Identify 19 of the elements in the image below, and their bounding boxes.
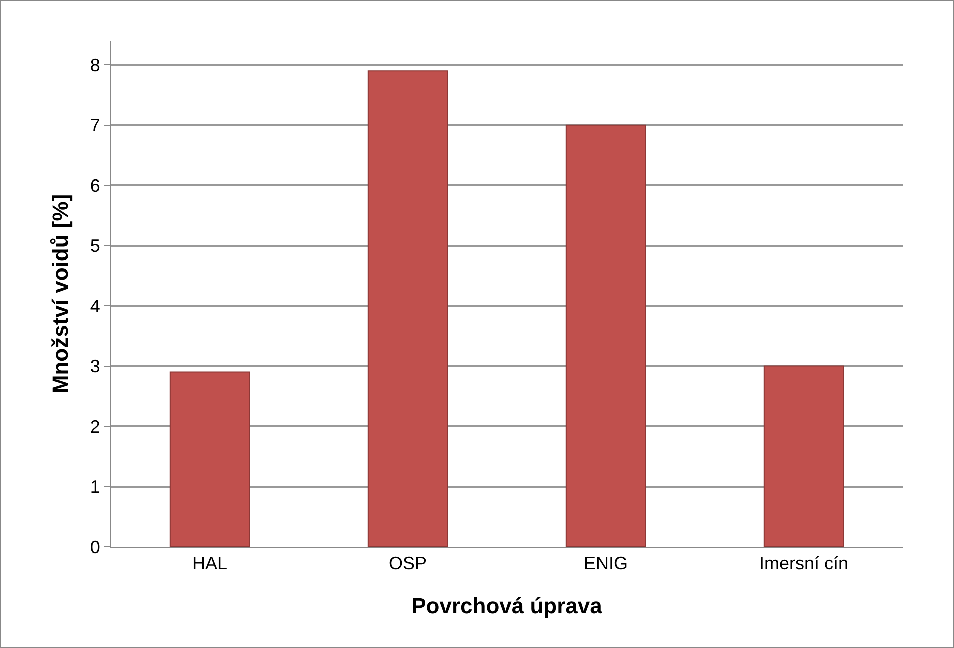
y-tick-label: 7 — [90, 116, 100, 136]
y-tick-label: 3 — [90, 356, 100, 377]
bar — [764, 366, 844, 547]
y-tick-label: 2 — [90, 416, 100, 437]
y-tick-label: 6 — [90, 176, 100, 196]
y-tick-label: 5 — [90, 236, 100, 256]
bar — [368, 70, 448, 547]
bar — [170, 372, 250, 547]
y-tick-label: 4 — [90, 296, 100, 316]
x-tick-label: OSP — [388, 554, 428, 574]
x-tick-label: HAL — [192, 554, 228, 574]
x-tick-label: Imersní cín — [759, 554, 849, 574]
y-tick-label: 8 — [90, 55, 100, 76]
y-tick-label: 1 — [90, 477, 100, 498]
x-axis-title: Povrchová úprava — [412, 594, 604, 618]
x-tick-label: ENIG — [584, 554, 628, 574]
y-tick-label: 0 — [90, 537, 100, 558]
bar — [566, 124, 646, 547]
y-axis-title: Množství voidů [%] — [48, 194, 74, 394]
